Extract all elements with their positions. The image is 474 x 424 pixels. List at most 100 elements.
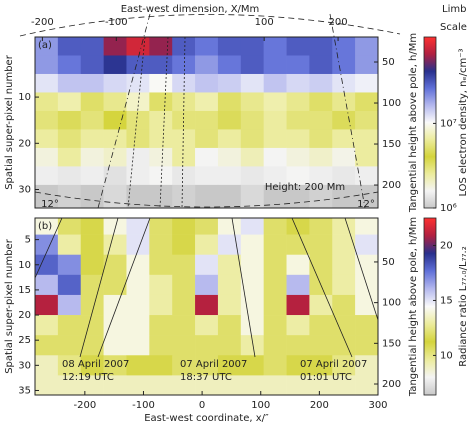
heatmap-cell: [103, 254, 127, 276]
heatmap-cell: [332, 335, 356, 356]
heatmap-cell: [80, 73, 104, 93]
heatmap-cell: [149, 55, 173, 75]
heatmap-cell: [35, 254, 59, 276]
x-tick-label: 200: [310, 400, 329, 411]
heatmap-cell: [126, 315, 150, 336]
heatmap-cell: [126, 274, 150, 296]
heatmap-cell: [35, 218, 59, 235]
heatmap-cell: [217, 254, 242, 276]
plot-frame: [34, 217, 379, 396]
heatmap-cell: [195, 129, 219, 149]
heatmap-cell: [172, 294, 196, 316]
heatmap-cell: [217, 37, 242, 56]
heatmap-cell: [309, 92, 333, 112]
heatmap-cell: [286, 274, 310, 296]
heatmap-cell: [263, 184, 287, 209]
heatmap-cell: [103, 92, 127, 112]
y-tick-label: 20: [18, 310, 31, 321]
heatmap-cell: [217, 73, 242, 93]
heatmap-cell: [286, 335, 310, 356]
heatmap-cell: [355, 55, 379, 75]
heatmap-cell: [195, 254, 219, 276]
heatmap-cell: [309, 37, 333, 56]
heatmap-cell: [332, 73, 356, 93]
heatmap-cell: [126, 254, 150, 276]
heatmap-cell: [195, 37, 219, 56]
heatmap-cell: [80, 166, 104, 186]
heatmap-cell: [263, 73, 287, 93]
heatmap-cell: [332, 147, 356, 167]
y2-tick-label: 200: [382, 180, 401, 191]
x-tick-label: 300: [368, 400, 387, 411]
heatmap-cell: [217, 55, 242, 75]
heatmap-cell: [172, 37, 196, 56]
heatmap-cell: [332, 184, 356, 209]
heatmap-cell: [217, 166, 242, 186]
heatmap-cell: [126, 37, 150, 56]
heatmap-cell: [355, 294, 379, 316]
heatmap-cell: [240, 147, 264, 167]
heatmap-cell: [103, 184, 127, 209]
heatmap-cell: [35, 147, 59, 167]
heatmap-cell: [240, 110, 264, 130]
heatmap-cell: [355, 147, 379, 167]
heatmap-cell: [240, 335, 264, 356]
x2-tick-label: 100: [255, 17, 274, 28]
x2-tick-label: -200: [31, 17, 54, 28]
heatmap-cell: [35, 92, 59, 112]
heatmap-cell: [80, 375, 104, 396]
heatmap-cell: [80, 355, 104, 376]
y2-axis-title: Tangential height above pole, h/Mm: [408, 217, 419, 397]
heatmap-cell: [172, 166, 196, 186]
y2-axis-title: Tangential height above pole, h/Mm: [408, 33, 419, 213]
heatmap-cell: [263, 129, 287, 149]
heatmap-cell: [149, 294, 173, 316]
line: [231, 217, 256, 358]
x2-tick-label: -100: [105, 17, 128, 28]
heatmap-cell: [35, 375, 59, 396]
heatmap-cell: [149, 335, 173, 356]
heatmap-cell: [172, 335, 196, 356]
line: [97, 217, 151, 358]
heatmap-cell: [332, 315, 356, 336]
heatmap-cell: [80, 184, 104, 209]
heatmap-cell: [286, 166, 310, 186]
heatmap-cell: [263, 375, 287, 396]
heatmap-cell: [240, 129, 264, 149]
y2-tick-label: 150: [382, 338, 401, 349]
heatmap-cell: [332, 37, 356, 56]
heatmap-cell: [103, 37, 127, 56]
heatmap-cell: [57, 73, 82, 93]
heatmap-cell: [149, 73, 173, 93]
heatmap-cell: [309, 234, 333, 256]
heatmap-cell: [263, 55, 287, 75]
heatmap-cell: [286, 234, 310, 256]
heatmap-cell: [80, 234, 104, 256]
heatmap-cell: [172, 55, 196, 75]
x-axis-title: East-west coordinate, x/″: [144, 413, 269, 424]
heatmap-cell: [195, 274, 219, 296]
heatmap-cell: [103, 218, 127, 235]
heatmap-cell: [286, 355, 310, 376]
heatmap-cell: [103, 147, 127, 167]
heatmap-cell: [126, 218, 150, 235]
y2-tick-label: 100: [382, 298, 401, 309]
annotation: 12°: [357, 199, 375, 210]
radial-line: [97, 13, 151, 209]
heatmap-cell: [103, 375, 127, 396]
annotation: Height: 200 Mm: [265, 182, 345, 193]
heatmap-cell: [149, 274, 173, 296]
heatmap-cell: [263, 294, 287, 316]
line: [79, 217, 119, 358]
y-tick-label: 25: [18, 335, 31, 346]
heatmap-cell: [126, 166, 150, 186]
y-tick-label: 5: [25, 235, 31, 246]
heatmap-cell: [57, 234, 82, 256]
heatmap-cell: [332, 92, 356, 112]
heatmap-cell: [172, 375, 196, 396]
heatmap-cell: [195, 294, 219, 316]
x-tick-label: -200: [73, 400, 96, 411]
x2-tick-label: 200: [329, 17, 348, 28]
annotation: Limb: [442, 4, 466, 15]
